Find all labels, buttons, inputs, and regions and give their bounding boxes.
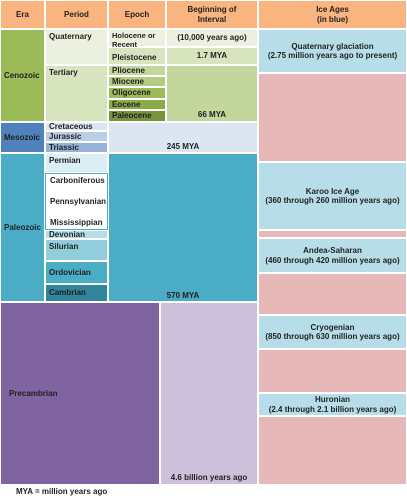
epoch-cell: Holocene or Recent — [108, 29, 166, 49]
ice-age-span: (2.75 million years ago to present) — [267, 51, 398, 60]
period-label: Silurian — [49, 242, 79, 251]
epoch-label: Oligocene — [112, 88, 151, 98]
era-cell: Paleozoic — [0, 153, 45, 302]
beginning-cell: 66 MYA — [166, 65, 258, 122]
ice-age-span: (460 through 420 million years ago) — [265, 255, 400, 265]
ice-age-span: (360 through 260 million years ago) — [265, 196, 400, 205]
ice-age-name: Karoo Ice Age — [305, 186, 360, 196]
period-cell: Quaternary — [45, 29, 108, 65]
ice-age-name: Quaternary glaciation — [291, 41, 374, 51]
ice-age-span: (2.4 through 2.1 billion years ago) — [268, 404, 397, 414]
ice-age-span: (850 through 630 million years ago) — [265, 332, 400, 341]
epoch-label: Eocene — [112, 99, 141, 109]
gap-cell — [258, 416, 407, 485]
period-cell: Jurassic — [45, 131, 108, 142]
beginning-label: (10,000 years ago) — [177, 33, 247, 43]
gap-cell — [258, 349, 407, 393]
period-cell — [45, 173, 108, 230]
period-cell: Triassic — [45, 142, 108, 153]
epoch-label: Pliocene — [112, 65, 145, 75]
ice-age-name: Cryogenian — [310, 322, 355, 332]
beginning-label: 570 MYA — [166, 290, 200, 300]
epoch-label: Paleocene — [112, 111, 152, 121]
period-cell: Tertiary — [45, 65, 108, 122]
header-ice-ages: Ice Ages (in blue) — [258, 0, 407, 29]
epoch-cell: Oligocene — [108, 87, 166, 99]
header-text: Era — [16, 9, 29, 19]
ice-age-name: Huronian — [314, 395, 351, 405]
period-cell: Cambrian — [45, 284, 108, 302]
header-text: Beginning of Interval — [187, 5, 237, 24]
period-label: Jurassic — [49, 131, 82, 141]
period-label: Devonian — [49, 229, 86, 239]
beginning-cell: 245 MYA — [108, 122, 258, 153]
epoch-label: Pleistocene — [112, 53, 157, 62]
period-label: Triassic — [49, 142, 79, 152]
ice-age-cell: Quaternary glaciation (2.75 million years… — [258, 29, 407, 73]
header-era: Era — [0, 0, 45, 29]
period-cell: Cretaceous — [45, 122, 108, 131]
beginning-label: 66 MYA — [197, 109, 227, 119]
header-text: Period — [64, 9, 89, 19]
era-cell: Precambrian — [0, 302, 160, 485]
era-label: Precambrian — [9, 388, 58, 398]
period-label: Mississippian — [50, 218, 103, 227]
beginning-label: 1.7 MYA — [196, 51, 228, 61]
beginning-cell: (10,000 years ago) — [166, 29, 258, 47]
gap-cell — [258, 273, 407, 315]
era-cell: Mesozoic — [0, 122, 45, 153]
beginning-cell: 570 MYA — [108, 153, 258, 302]
beginning-label: 4.6 billion years ago — [170, 472, 248, 482]
header-text: Ice Ages — [316, 5, 349, 15]
period-label: Carboniferous — [50, 176, 105, 185]
era-label: Paleozoic — [4, 222, 41, 232]
header-text: Epoch — [124, 9, 150, 19]
footnote: MYA = million years ago — [16, 487, 108, 496]
epoch-cell: Paleocene — [108, 110, 166, 122]
period-cell: Permian — [45, 153, 108, 173]
period-label: Ordovician — [49, 267, 91, 277]
header-epoch: Epoch — [108, 0, 166, 29]
gap-cell — [258, 73, 407, 162]
beginning-cell: 1.7 MYA — [166, 47, 258, 65]
period-label: Cretaceous — [49, 121, 93, 131]
beginning-label: 245 MYA — [166, 141, 200, 151]
period-label: Tertiary — [49, 68, 78, 77]
epoch-cell: Miocene — [108, 76, 166, 87]
epoch-label: Miocene — [112, 76, 145, 86]
ice-age-cell: Andea-Saharan (460 through 420 million ye… — [258, 238, 407, 273]
period-cell: Silurian — [45, 239, 108, 261]
period-label: Quaternary — [49, 32, 92, 41]
epoch-label: Holocene or Recent — [112, 31, 156, 49]
epoch-cell: Pliocene — [108, 65, 166, 76]
header-beginning: Beginning of Interval — [166, 0, 258, 29]
beginning-cell: 4.6 billion years ago — [160, 302, 258, 485]
period-cell: Devonian — [45, 230, 108, 239]
period-label: Pennsylvanian — [50, 197, 107, 206]
epoch-cell: Eocene — [108, 99, 166, 110]
ice-age-cell: Cryogenian (850 through 630 million years… — [258, 315, 407, 349]
era-label: Mesozoic — [4, 132, 41, 142]
ice-age-cell: Huronian (2.4 through 2.1 billion years a… — [258, 393, 407, 416]
period-label: Cambrian — [49, 288, 86, 298]
gap-cell — [258, 230, 407, 238]
ice-age-name: Andea-Saharan — [303, 246, 362, 256]
period-cell: Ordovician — [45, 261, 108, 284]
header-period: Period — [45, 0, 108, 29]
period-label: Permian — [49, 156, 81, 165]
era-cell: Cenozoic — [0, 29, 45, 122]
ice-age-cell: Karoo Ice Age (360 through 260 million ye… — [258, 162, 407, 230]
era-label: Cenozoic — [4, 70, 40, 80]
epoch-cell: Pleistocene — [108, 47, 166, 65]
header-text: (in blue) — [316, 14, 349, 24]
